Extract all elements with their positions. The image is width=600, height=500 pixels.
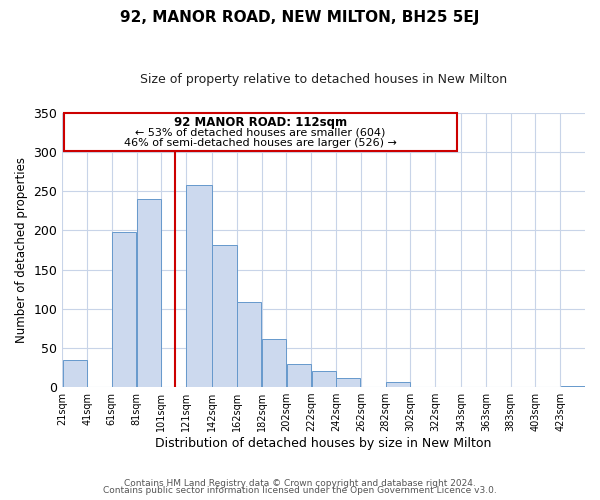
Bar xyxy=(262,340,286,387)
Bar xyxy=(137,199,161,387)
Bar xyxy=(560,386,584,387)
X-axis label: Distribution of detached houses by size in New Milton: Distribution of detached houses by size … xyxy=(155,437,492,450)
Bar xyxy=(187,185,212,387)
Text: Contains HM Land Registry data © Crown copyright and database right 2024.: Contains HM Land Registry data © Crown c… xyxy=(124,478,476,488)
Text: 92, MANOR ROAD, NEW MILTON, BH25 5EJ: 92, MANOR ROAD, NEW MILTON, BH25 5EJ xyxy=(121,10,479,25)
Bar xyxy=(62,360,87,387)
Bar xyxy=(337,378,361,387)
Bar xyxy=(112,232,136,387)
Y-axis label: Number of detached properties: Number of detached properties xyxy=(15,157,28,343)
Text: Contains public sector information licensed under the Open Government Licence v3: Contains public sector information licen… xyxy=(103,486,497,495)
Text: ← 53% of detached houses are smaller (604): ← 53% of detached houses are smaller (60… xyxy=(135,127,386,137)
Bar xyxy=(311,372,336,387)
Bar xyxy=(386,382,410,387)
Text: 92 MANOR ROAD: 112sqm: 92 MANOR ROAD: 112sqm xyxy=(174,116,347,129)
Title: Size of property relative to detached houses in New Milton: Size of property relative to detached ho… xyxy=(140,72,507,86)
FancyBboxPatch shape xyxy=(64,113,457,150)
Text: 46% of semi-detached houses are larger (526) →: 46% of semi-detached houses are larger (… xyxy=(124,138,397,148)
Bar xyxy=(237,302,262,387)
Bar xyxy=(287,364,311,387)
Bar xyxy=(212,244,236,387)
